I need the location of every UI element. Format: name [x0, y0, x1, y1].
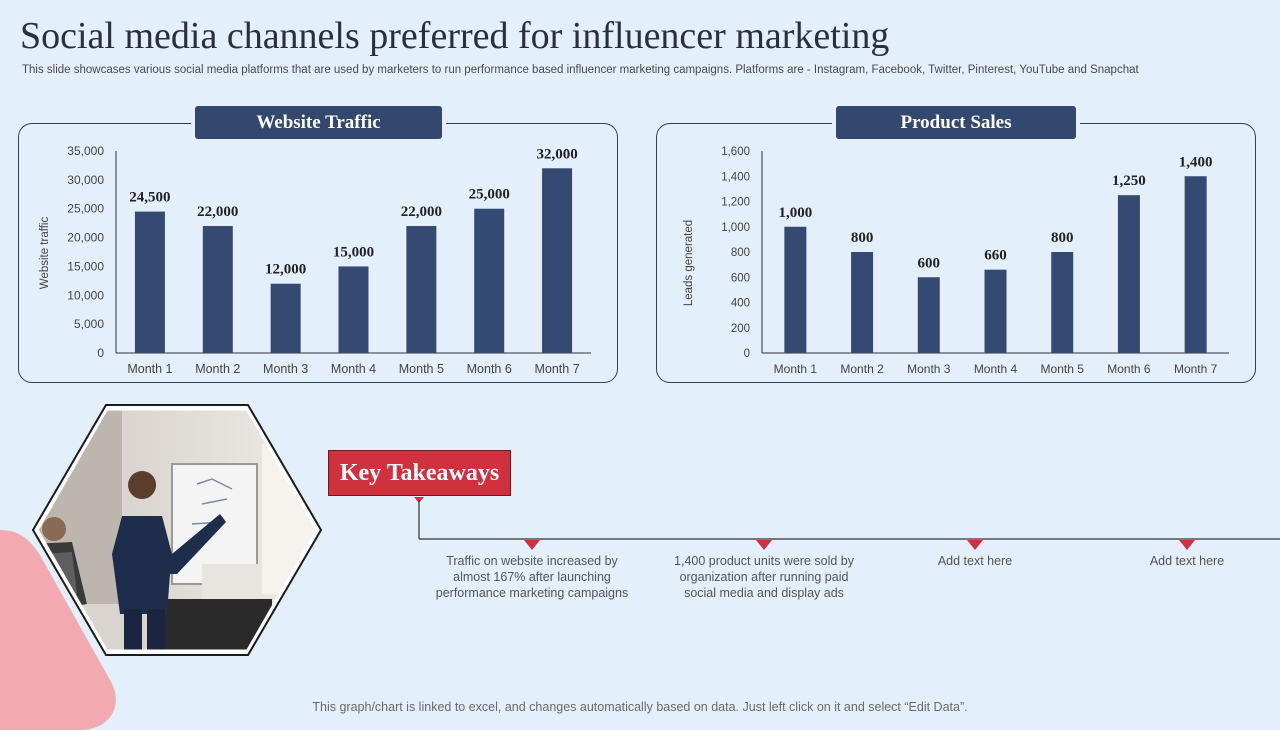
x-tick-label: Month 5 — [399, 362, 444, 376]
y-tick-label: 1,600 — [721, 146, 750, 158]
decorative-shape — [0, 530, 116, 730]
slide-subtitle: This slide showcases various social medi… — [22, 64, 1139, 76]
data-label: 22,000 — [197, 204, 238, 220]
bar — [851, 252, 874, 353]
y-axis-label: Leads generated — [683, 220, 695, 306]
y-tick-label: 20,000 — [67, 231, 104, 245]
bar — [134, 211, 165, 353]
x-tick-label: Month 2 — [840, 362, 884, 376]
x-tick-label: Month 4 — [974, 362, 1018, 376]
bar — [984, 269, 1007, 353]
timeline-marker — [1179, 540, 1195, 550]
x-tick-label: Month 6 — [467, 362, 512, 376]
data-label: 800 — [1051, 230, 1074, 246]
y-tick-label: 15,000 — [67, 259, 104, 273]
data-label: 24,500 — [129, 190, 170, 206]
takeaway-4: Add text here — [1149, 554, 1225, 568]
slide-footer: This graph/chart is linked to excel, and… — [312, 700, 968, 714]
bar — [474, 208, 505, 353]
takeaway-3: Add text here — [937, 554, 1013, 568]
y-axis-label: Website traffic — [39, 217, 51, 290]
x-tick-label: Month 3 — [263, 362, 308, 376]
data-label: 12,000 — [265, 262, 306, 278]
x-tick-label: Month 1 — [127, 362, 172, 376]
y-tick-label: 1,000 — [721, 222, 750, 234]
data-label: 800 — [851, 230, 874, 246]
y-tick-label: 200 — [731, 323, 750, 335]
data-label: 1,250 — [1112, 173, 1146, 189]
y-tick-label: 30,000 — [67, 173, 104, 187]
key-takeaways-heading: Key Takeaways — [328, 450, 511, 496]
y-tick-label: 0 — [744, 348, 750, 360]
product-sales-title: Product Sales — [836, 106, 1076, 139]
y-tick-label: 0 — [97, 346, 104, 360]
x-tick-label: Month 4 — [331, 362, 376, 376]
website-traffic-title: Website Traffic — [195, 106, 442, 139]
y-tick-label: 10,000 — [67, 288, 104, 302]
data-label: 25,000 — [469, 187, 510, 203]
y-tick-label: 400 — [731, 298, 750, 310]
slide-title: Social media channels preferred for infl… — [20, 15, 890, 57]
presenter-photo-icon — [32, 404, 322, 656]
bar — [270, 283, 301, 353]
bar — [1051, 252, 1074, 353]
timeline-marker — [756, 540, 772, 550]
y-tick-label: 25,000 — [67, 202, 104, 216]
y-tick-label: 1,200 — [721, 197, 750, 209]
x-tick-label: Month 1 — [774, 362, 818, 376]
y-tick-label: 1,400 — [721, 171, 750, 183]
x-tick-label: Month 2 — [195, 362, 240, 376]
x-tick-label: Month 7 — [534, 362, 579, 376]
data-label: 32,000 — [536, 146, 577, 162]
x-tick-label: Month 6 — [1107, 362, 1151, 376]
bar — [917, 277, 940, 353]
bar — [1184, 176, 1207, 353]
product-sales-chart[interactable]: 0 200 400 600 800 1,000 1,200 1,400 1,600 Leads g… — [656, 123, 1256, 383]
y-tick-label: 5,000 — [74, 317, 104, 331]
x-tick-label: Month 3 — [907, 362, 951, 376]
takeaway-2: 1,400 product units were sold by organiz… — [674, 554, 854, 600]
bar — [784, 226, 807, 353]
timeline-marker — [524, 540, 540, 550]
takeaway-1: Traffic on website increased by almost 1… — [435, 554, 629, 600]
website-traffic-chart[interactable]: 0 5,000 10,000 15,000 20,000 25,000 30,000 35,0… — [18, 123, 618, 383]
data-label: 1,000 — [778, 205, 812, 221]
y-tick-label: 35,000 — [67, 144, 104, 158]
data-label: 600 — [918, 255, 941, 271]
x-tick-label: Month 5 — [1041, 362, 1085, 376]
bar — [338, 266, 369, 353]
y-tick-label: 600 — [731, 272, 750, 284]
bar — [1117, 195, 1140, 353]
x-tick-label: Month 7 — [1174, 362, 1218, 376]
data-label: 15,000 — [333, 244, 374, 260]
bar — [542, 168, 573, 353]
y-tick-label: 800 — [731, 247, 750, 259]
bar — [202, 226, 233, 353]
data-label: 1,400 — [1179, 154, 1213, 170]
timeline-marker — [967, 540, 983, 550]
data-label: 22,000 — [401, 204, 442, 220]
data-label: 660 — [984, 248, 1007, 264]
bar — [406, 226, 437, 353]
